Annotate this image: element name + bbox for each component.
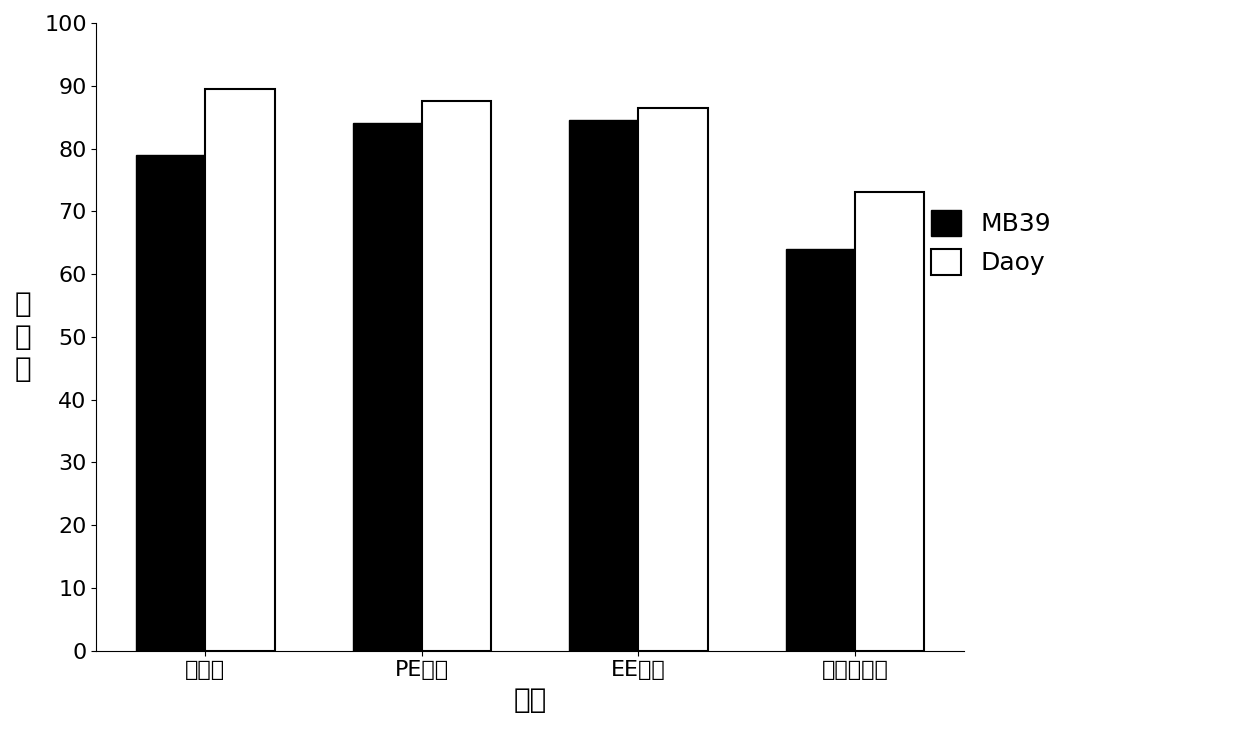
X-axis label: 组分: 组分 bbox=[513, 686, 547, 714]
Bar bbox=[422, 101, 491, 651]
Bar bbox=[786, 249, 856, 651]
Bar bbox=[136, 155, 206, 651]
Bar bbox=[569, 120, 639, 651]
Y-axis label: 抑
制
率: 抑 制 率 bbox=[15, 290, 32, 383]
Bar bbox=[639, 108, 708, 651]
Bar bbox=[856, 192, 924, 651]
Bar bbox=[352, 123, 422, 651]
Bar bbox=[206, 89, 274, 651]
Legend: MB39, Daoy: MB39, Daoy bbox=[919, 198, 1064, 288]
